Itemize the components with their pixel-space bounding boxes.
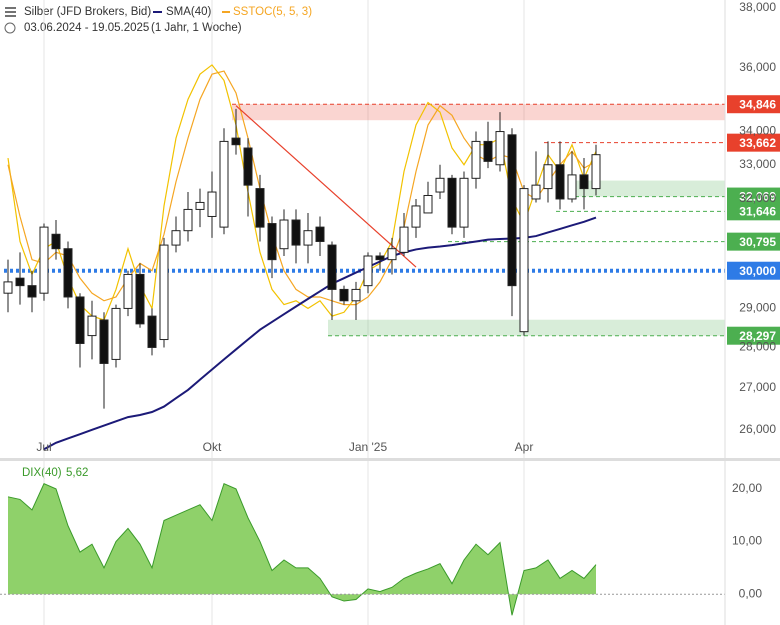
indicator-value: 5,62 bbox=[66, 467, 88, 479]
level-label: 32,069 bbox=[739, 190, 776, 204]
y-tick-label: 27,000 bbox=[739, 380, 776, 394]
candle-body bbox=[423, 194, 433, 214]
candle-body bbox=[15, 277, 25, 287]
x-tick-label: Jul bbox=[36, 440, 51, 454]
candle-body bbox=[315, 226, 325, 242]
candle-body bbox=[135, 273, 145, 325]
area bbox=[8, 483, 596, 616]
panel-separator bbox=[0, 458, 780, 461]
level-label: 33,662 bbox=[739, 136, 776, 150]
candle-body bbox=[411, 205, 421, 228]
candle-body bbox=[507, 134, 517, 287]
candle-body bbox=[147, 315, 157, 348]
level-tag bbox=[727, 232, 780, 251]
level-tag bbox=[727, 133, 780, 152]
y-tick-label: 26,000 bbox=[739, 422, 776, 436]
candle-body bbox=[27, 285, 37, 298]
y-tick-label: 10,00 bbox=[732, 534, 762, 548]
candle-body bbox=[555, 164, 565, 200]
level-tag bbox=[727, 261, 780, 280]
candle-body bbox=[99, 319, 109, 364]
candle-body bbox=[279, 219, 289, 250]
y-tick-label: 32,000 bbox=[739, 191, 776, 205]
candle-body bbox=[207, 191, 217, 217]
x-tick-label: Okt bbox=[203, 440, 222, 454]
candle-body bbox=[39, 226, 49, 294]
legend-label: SSTOC(5, 5, 3) bbox=[233, 6, 312, 18]
candle-body bbox=[75, 296, 85, 344]
level-tag bbox=[727, 95, 780, 114]
y-tick-label: 28,000 bbox=[739, 340, 776, 354]
level-tag bbox=[727, 187, 780, 206]
candle-body bbox=[579, 174, 589, 190]
candle-body bbox=[567, 174, 577, 200]
level-label: 30,795 bbox=[739, 235, 776, 249]
candle-body bbox=[267, 223, 277, 261]
candle-body bbox=[123, 273, 133, 309]
candle-body bbox=[459, 177, 469, 228]
x-tick-label: Jan '25 bbox=[349, 440, 388, 454]
candle-body bbox=[591, 154, 601, 190]
y-tick-label: 33,000 bbox=[739, 157, 776, 171]
candle-body bbox=[387, 248, 397, 261]
indicator-title: DIX(40) bbox=[22, 467, 62, 479]
candle-body bbox=[183, 208, 193, 232]
menu-icon bbox=[5, 7, 16, 17]
candle-body bbox=[51, 233, 61, 250]
candle-body bbox=[243, 147, 253, 186]
period: (1 Jahr, 1 Woche) bbox=[151, 22, 242, 34]
level-label: 31,646 bbox=[739, 205, 776, 219]
candle-body bbox=[471, 140, 481, 179]
y-tick-label: 34,000 bbox=[739, 124, 776, 138]
area-line bbox=[7, 482, 597, 616]
candle-body bbox=[63, 248, 73, 298]
indicator-line bbox=[43, 216, 597, 451]
candle-body bbox=[195, 201, 205, 210]
level-zone bbox=[232, 104, 725, 121]
candle-body bbox=[543, 164, 553, 190]
candle-body bbox=[351, 288, 361, 302]
candle-body bbox=[231, 137, 241, 146]
candle-body bbox=[291, 219, 301, 246]
candle-body bbox=[87, 315, 97, 337]
candle-body bbox=[111, 307, 121, 360]
candle-body bbox=[519, 188, 529, 333]
candle-body bbox=[219, 140, 229, 228]
candle-body bbox=[255, 188, 265, 228]
chart-title: Silber (JFD Brokers, Bid) bbox=[24, 6, 151, 18]
level-label: 30,000 bbox=[739, 264, 776, 278]
candle-body bbox=[363, 255, 373, 287]
x-tick-label: Apr bbox=[515, 440, 534, 454]
date-range: 03.06.2024 - 19.05.2025 bbox=[24, 22, 149, 34]
level-tag bbox=[727, 202, 780, 221]
level-tag bbox=[727, 326, 780, 345]
candle-body bbox=[3, 281, 13, 294]
level-label: 34,846 bbox=[739, 97, 776, 111]
candle-body bbox=[399, 226, 409, 253]
trend-line bbox=[235, 105, 417, 268]
candle-body bbox=[159, 244, 169, 341]
candle-body bbox=[339, 288, 349, 302]
y-tick-label: 0,00 bbox=[739, 586, 763, 600]
candle-body bbox=[483, 140, 493, 162]
candle-body bbox=[327, 244, 337, 290]
legend-label: SMA(40) bbox=[166, 6, 212, 18]
candle-body bbox=[171, 230, 181, 246]
level-label: 28,297 bbox=[739, 329, 776, 343]
y-tick-label: 38,000 bbox=[739, 0, 776, 14]
level-zone bbox=[568, 180, 725, 197]
y-tick-label: 29,000 bbox=[739, 301, 776, 315]
candle-body bbox=[495, 131, 505, 166]
candle-body bbox=[303, 230, 313, 246]
y-tick-label: 20,00 bbox=[732, 481, 762, 495]
candle-body bbox=[531, 184, 541, 200]
clock-icon bbox=[4, 22, 16, 34]
candle-body bbox=[435, 177, 445, 193]
candle-body bbox=[375, 255, 385, 261]
y-tick-label: 36,000 bbox=[739, 60, 776, 74]
candle-body bbox=[447, 177, 457, 228]
